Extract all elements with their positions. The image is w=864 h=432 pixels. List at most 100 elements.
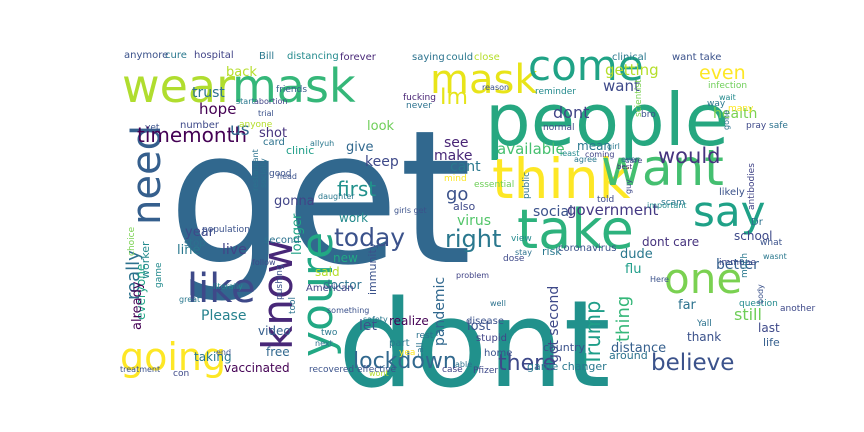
word-better: better: [716, 257, 759, 273]
word-end: end: [216, 348, 231, 357]
word-friends: friends: [276, 85, 307, 95]
word-literally: literally: [213, 282, 243, 291]
word-scam: scam: [661, 198, 685, 208]
word-infection: infection: [708, 81, 747, 91]
word-coming: coming: [585, 150, 614, 159]
word-choice: choice: [127, 226, 137, 256]
word-wait: wait: [719, 93, 736, 102]
word-best: best: [617, 163, 632, 171]
word-ever: ever: [621, 155, 640, 164]
word-dont-care: dont care: [642, 235, 699, 249]
word-american: American: [306, 283, 354, 294]
word-government: government: [567, 201, 659, 219]
word-two: two: [321, 328, 338, 338]
word-social: social: [533, 204, 573, 220]
word-something: something: [327, 306, 369, 315]
word-live: live: [222, 242, 247, 258]
word-follow: follow: [252, 258, 276, 267]
word-close: close: [474, 52, 500, 63]
word-daughter: daughter: [318, 192, 355, 201]
word-disease: disease: [466, 316, 504, 327]
word-safety: safety: [363, 315, 388, 324]
word-recovered-effective: recovered effective: [309, 365, 397, 375]
word-also: also: [453, 200, 476, 213]
word-saying: saying: [412, 52, 445, 63]
word-taking: taking: [194, 350, 232, 364]
word-us: us: [230, 120, 250, 140]
word-guy: guy: [624, 179, 633, 194]
word-rest: rest: [416, 331, 434, 341]
word-vaccinated: vaccinated: [224, 361, 290, 375]
word-could: could: [446, 52, 473, 63]
word-care: care: [625, 156, 642, 165]
word-let: let: [359, 318, 378, 334]
word-people: people: [485, 78, 729, 162]
word-cure: cure: [165, 50, 187, 61]
word-clinical: clinical: [612, 52, 647, 63]
word-today: today: [334, 223, 405, 252]
word-timemonth: timemonth: [137, 123, 247, 147]
word-what: what: [760, 238, 783, 248]
word-important: important: [647, 201, 687, 210]
word-told: told: [597, 195, 614, 205]
word-mask: mask: [232, 59, 356, 113]
word-way: way: [707, 99, 726, 109]
word-realize: realize: [389, 314, 429, 328]
word-hospital: hospital: [194, 50, 234, 61]
word-pray: pray: [746, 121, 767, 131]
word-girl: girl: [607, 142, 620, 151]
word-doctor: doctor: [323, 278, 362, 292]
word-tool: tool: [288, 297, 298, 314]
word-head: head: [277, 172, 297, 181]
word-bill: Bill: [259, 51, 274, 62]
word-dude: dude: [620, 247, 653, 262]
word-dr: Dr: [751, 217, 764, 228]
word-socially: socially: [259, 158, 268, 188]
word-thank: thank: [687, 330, 721, 344]
word-great: great: [179, 295, 200, 304]
word-restaurant: restaurant: [251, 149, 260, 191]
word-go: go: [446, 184, 468, 205]
word-pushing: pushing: [275, 264, 285, 300]
word-need: need: [124, 125, 170, 225]
word-country: country: [543, 341, 586, 354]
word-gonna: gonna: [274, 194, 315, 209]
word-first: first: [337, 177, 376, 201]
word-trump: Trump: [581, 301, 605, 367]
word-fucking: fucking: [403, 93, 436, 103]
word-stay: stay: [515, 248, 532, 257]
word-antibodies: antibodies: [747, 163, 757, 210]
word-dont: dont: [338, 276, 611, 415]
word-please: Please: [201, 308, 246, 324]
word-here: Here: [650, 275, 669, 284]
word-problem: problem: [456, 271, 489, 280]
word-question: question: [739, 299, 778, 309]
word-girls-get: girls get: [394, 206, 427, 215]
word-im: Im: [440, 85, 468, 110]
word-essential: essential: [474, 180, 514, 190]
word-want: want: [601, 139, 724, 197]
word-virus: virus: [457, 213, 491, 229]
word-already: already: [130, 281, 145, 330]
word-bro: bro: [641, 110, 656, 120]
word-immunity: immunity: [366, 242, 379, 295]
word-youre: youre: [292, 232, 343, 357]
word-home: home: [484, 348, 512, 359]
word-gone: gone: [722, 110, 731, 130]
word-con: con: [173, 369, 189, 379]
word-public: public: [522, 172, 532, 199]
word-risk: risk: [542, 245, 562, 258]
word-reminder: reminder: [535, 87, 576, 97]
word-case: case: [442, 365, 463, 375]
word-trust: trust: [192, 85, 225, 101]
word-distance: distance: [611, 341, 666, 356]
word-good: good: [269, 169, 291, 179]
word-know: know: [253, 239, 302, 350]
word-available: available: [497, 140, 565, 158]
word-said: said: [315, 265, 340, 279]
word-last: last: [758, 321, 780, 335]
word-got-second: got second: [546, 286, 562, 363]
word-distancing: distancing: [287, 51, 339, 62]
word-wasnt: wasnt: [763, 252, 787, 261]
word-even: even: [699, 62, 746, 84]
